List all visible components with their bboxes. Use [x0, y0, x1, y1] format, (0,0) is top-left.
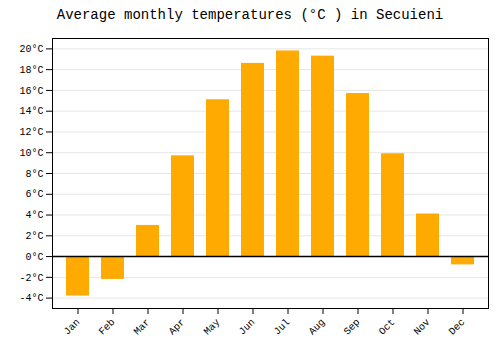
- svg-text:Dec: Dec: [447, 317, 468, 338]
- svg-text:18°C: 18°C: [19, 65, 43, 76]
- svg-text:6°C: 6°C: [25, 189, 43, 200]
- svg-text:2°C: 2°C: [25, 231, 43, 242]
- svg-text:20°C: 20°C: [19, 44, 43, 55]
- svg-text:Mar: Mar: [132, 317, 153, 338]
- svg-text:0°C: 0°C: [25, 252, 43, 263]
- svg-text:16°C: 16°C: [19, 86, 43, 97]
- svg-text:14°C: 14°C: [19, 106, 43, 117]
- svg-text:-4°C: -4°C: [19, 293, 43, 304]
- svg-text:Feb: Feb: [97, 317, 118, 338]
- svg-text:Sep: Sep: [342, 317, 363, 338]
- svg-text:8°C: 8°C: [25, 169, 43, 180]
- svg-text:Aug: Aug: [307, 317, 328, 338]
- svg-text:Jun: Jun: [237, 317, 258, 338]
- svg-text:Oct: Oct: [377, 317, 398, 338]
- svg-text:-2°C: -2°C: [19, 273, 43, 284]
- svg-text:Nov: Nov: [412, 317, 433, 338]
- svg-text:4°C: 4°C: [25, 210, 43, 221]
- svg-text:Jan: Jan: [62, 317, 83, 338]
- svg-text:10°C: 10°C: [19, 148, 43, 159]
- svg-text:Jul: Jul: [272, 317, 293, 338]
- html-text:Average monthly temperatures (: Average monthly temperatures (°C ) in Se…: [56, 7, 444, 23]
- svg-text:May: May: [202, 317, 223, 338]
- svg-text:12°C: 12°C: [19, 127, 43, 138]
- svg-text:Apr: Apr: [167, 317, 188, 338]
